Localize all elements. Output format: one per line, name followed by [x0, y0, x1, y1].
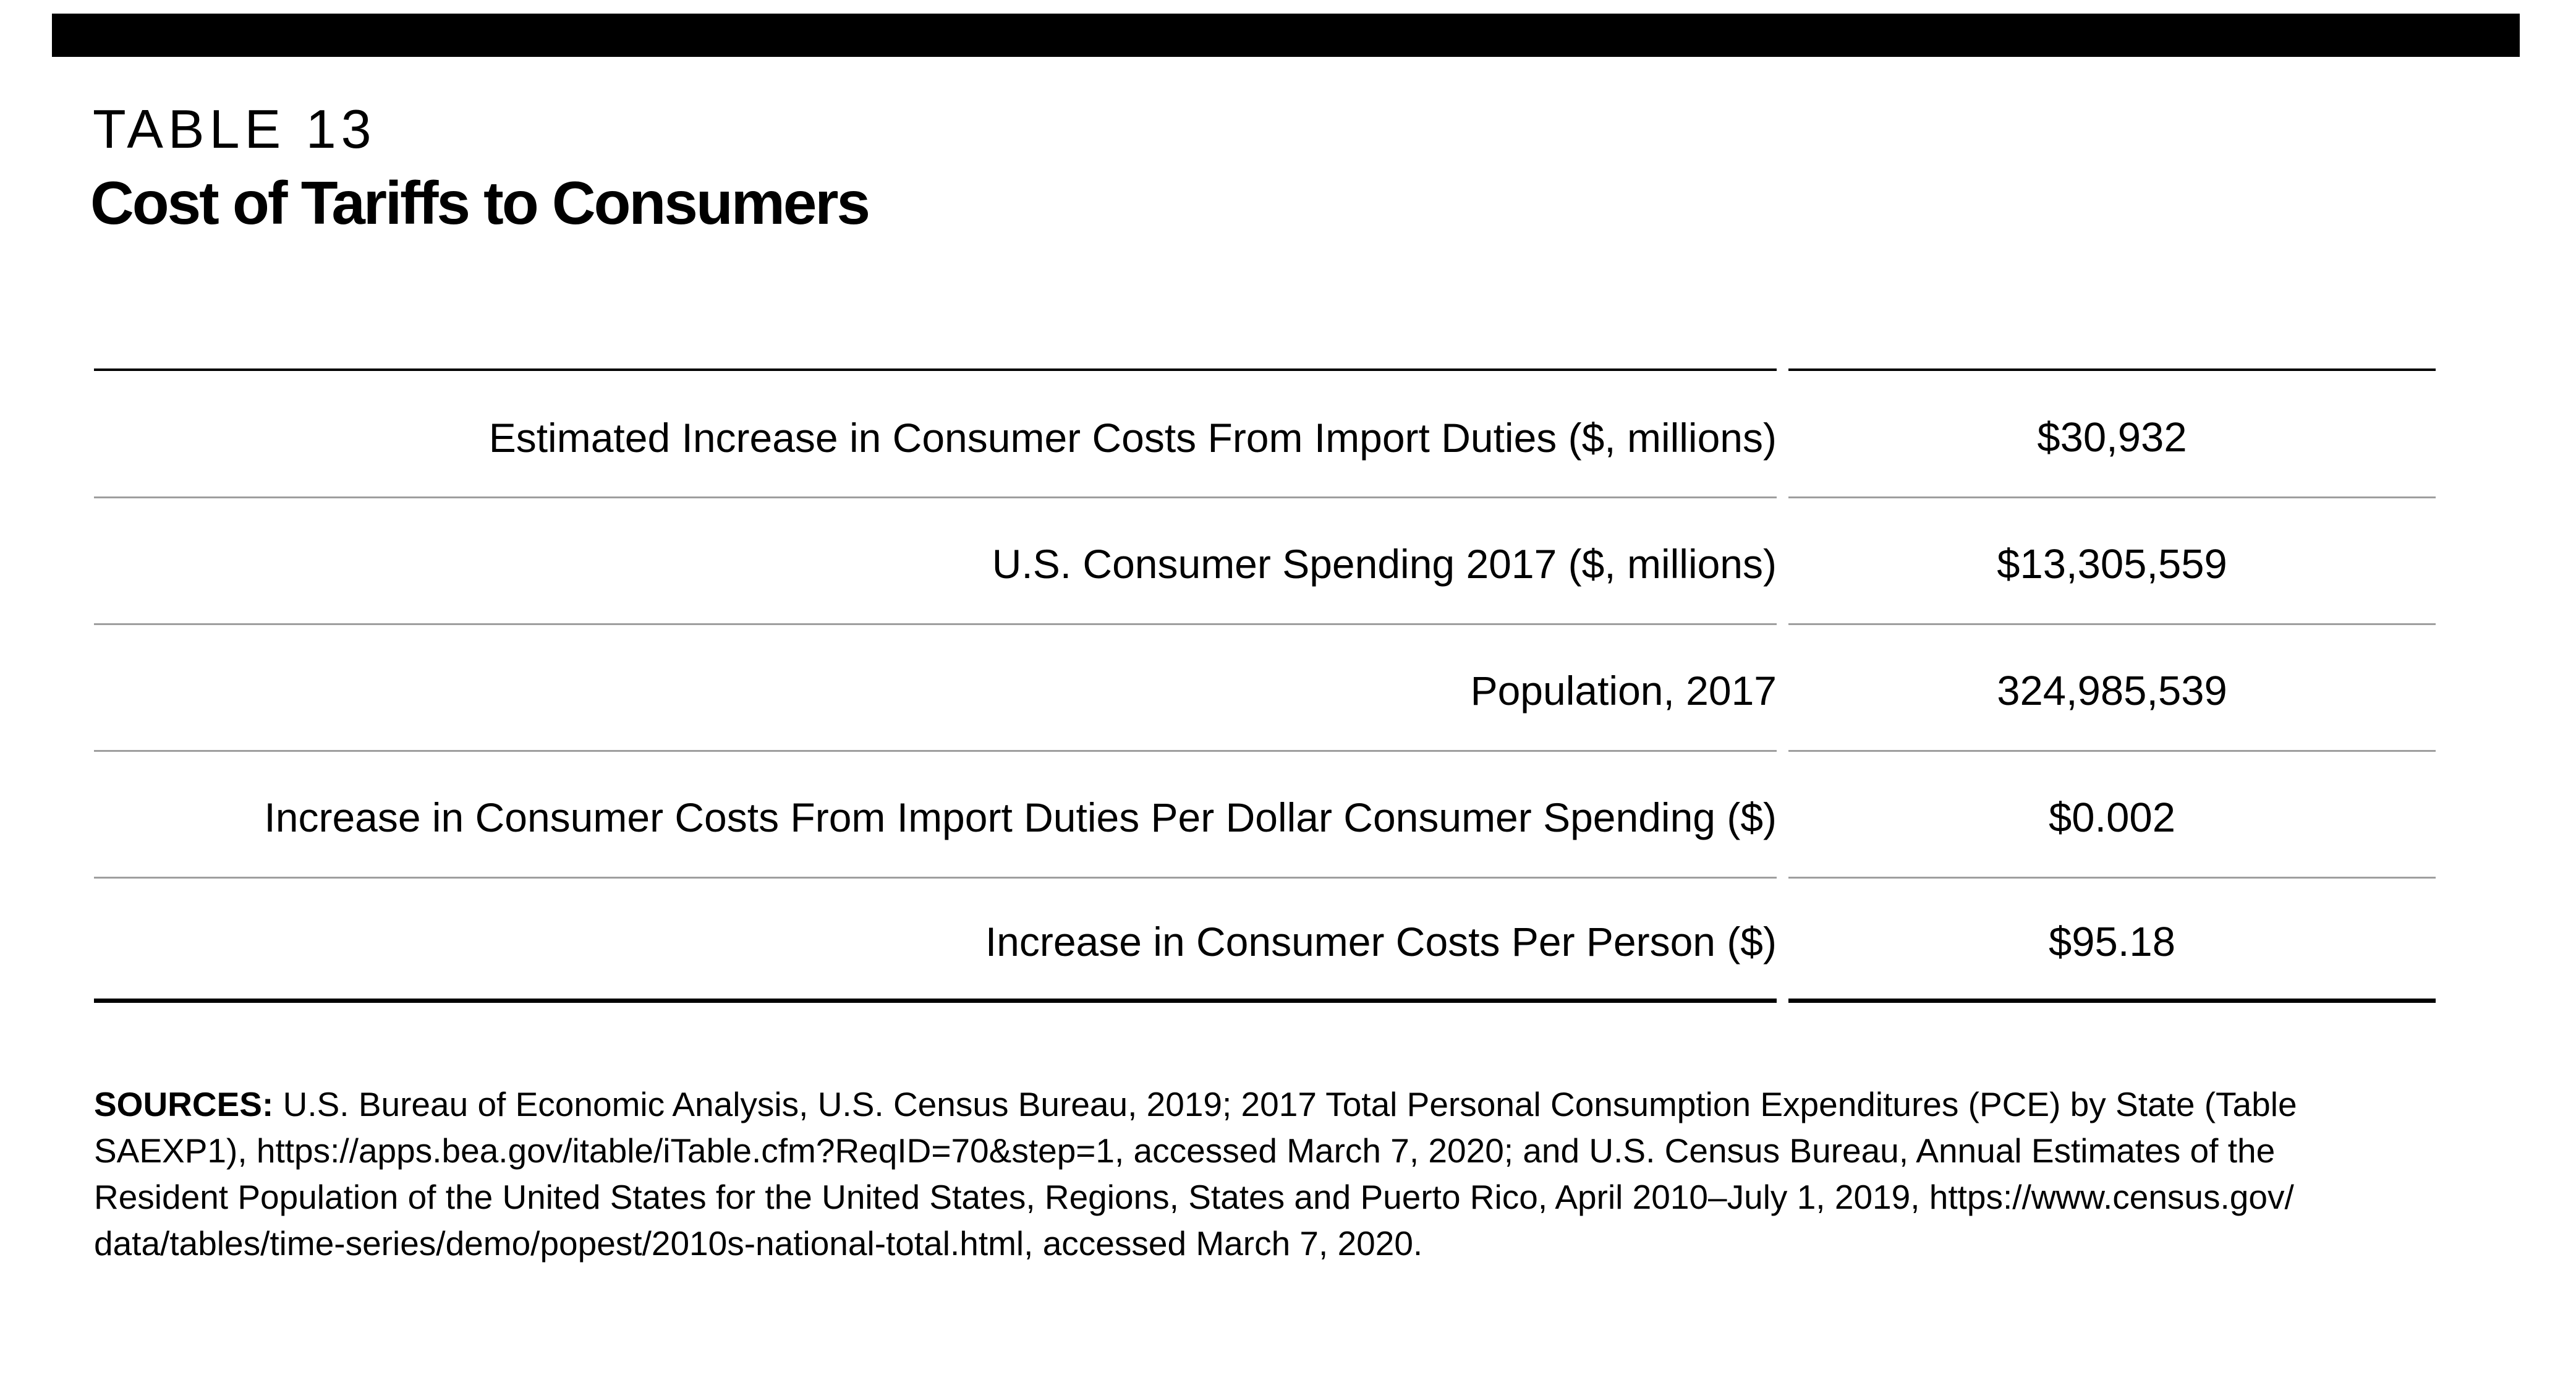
row-divider-4-right — [1788, 877, 2436, 879]
table-row-value: $95.18 — [2049, 918, 2175, 965]
table-bottom-rule-right — [1788, 999, 2436, 1003]
sources-line: data/tables/time-series/demo/popest/2010… — [94, 1224, 1423, 1263]
row-divider-1-left — [94, 496, 1777, 498]
table-row-value: 324,985,539 — [1997, 667, 2227, 714]
table-row-label: U.S. Consumer Spending 2017 ($, millions… — [992, 541, 1777, 587]
table-row-label: Population, 2017 — [1470, 668, 1777, 713]
table-row-label: Increase in Consumer Costs Per Person ($… — [985, 919, 1777, 965]
sources-line: SOURCES: U.S. Bureau of Economic Analysi… — [94, 1081, 2462, 1128]
row-divider-2-left — [94, 623, 1777, 625]
table-row-value: $13,305,559 — [1997, 540, 2227, 587]
row-divider-2-right — [1788, 623, 2436, 625]
row-divider-1-right — [1788, 496, 2436, 498]
table-bottom-rule-left — [94, 999, 1777, 1003]
row-divider-4-left — [94, 877, 1777, 879]
table-row-label: Increase in Consumer Costs From Import D… — [264, 794, 1777, 840]
row-divider-3-left — [94, 750, 1777, 752]
table-top-rule-right — [1788, 368, 2436, 371]
top-accent-bar — [52, 14, 2520, 57]
table-title: Cost of Tariffs to Consumers — [90, 169, 870, 237]
table-row-value: $0.002 — [2049, 794, 2175, 841]
sources-line-text: U.S. Bureau of Economic Analysis, U.S. C… — [273, 1085, 2297, 1123]
sources-note: SOURCES: U.S. Bureau of Economic Analysi… — [94, 1081, 2462, 1267]
row-divider-3-right — [1788, 750, 2436, 752]
sources-label: SOURCES: — [94, 1085, 274, 1123]
table-number-label: TABLE 13 — [93, 98, 376, 160]
table-top-rule-left — [94, 368, 1777, 371]
sources-line: Resident Population of the United States… — [94, 1178, 2294, 1216]
table-row-value: $30,932 — [2037, 414, 2187, 461]
sources-line: SAEXP1), https://apps.bea.gov/itable/iTa… — [94, 1131, 2276, 1170]
table-row-label: Estimated Increase in Consumer Costs Fro… — [488, 414, 1777, 461]
